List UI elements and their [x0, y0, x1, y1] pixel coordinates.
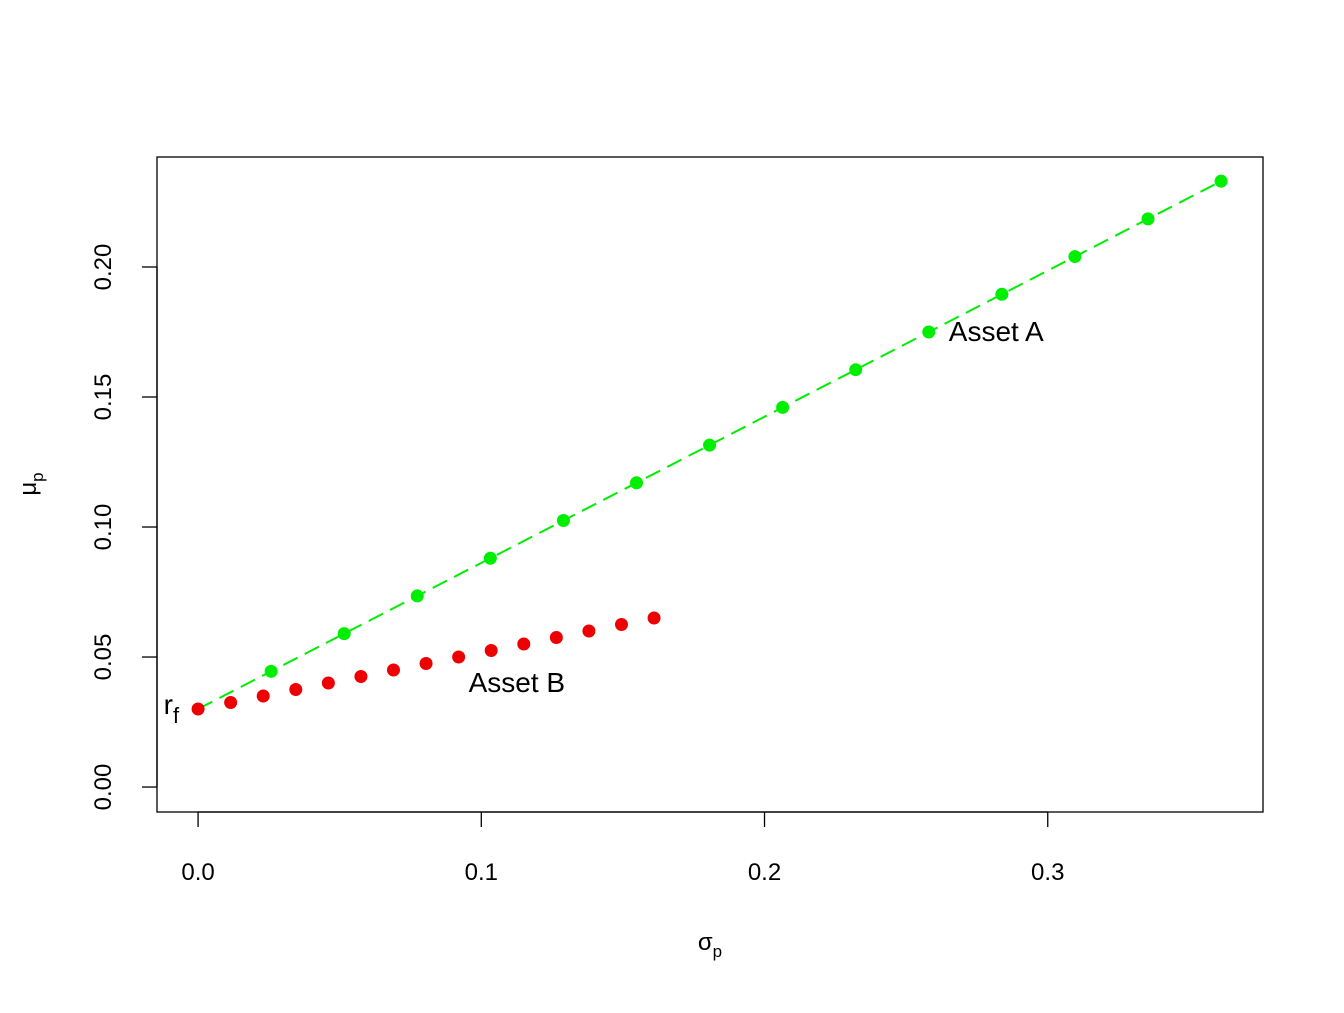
- data-point: [517, 637, 531, 651]
- data-point: [995, 287, 1009, 301]
- y-axis: 0.00 0.05 0.10 0.15 0.20: [90, 244, 158, 811]
- points: [191, 174, 1228, 716]
- annotation-text: Asset A: [949, 316, 1044, 347]
- data-point: [410, 589, 424, 603]
- data-point: [452, 650, 466, 664]
- y-tick-label: 0.15: [90, 374, 117, 421]
- data-point: [321, 676, 335, 690]
- annotation-text: Asset B: [469, 667, 565, 698]
- data-point: [630, 476, 644, 490]
- data-point: [849, 363, 863, 377]
- x-axis: 0.0 0.1 0.2 0.3: [181, 811, 1064, 886]
- data-point: [264, 664, 278, 678]
- annotation-text: r: [164, 689, 173, 720]
- x-tick-label: 0.3: [1031, 859, 1064, 886]
- data-point: [419, 657, 433, 671]
- data-point: [614, 618, 628, 632]
- annotations: Asset A Asset B rf: [164, 316, 1044, 728]
- y-tick-label: 0.20: [90, 244, 117, 291]
- x-tick-label: 0.0: [181, 859, 214, 886]
- data-point: [484, 644, 498, 658]
- data-point: [1214, 174, 1228, 188]
- data-point: [224, 696, 238, 710]
- annotation: Asset B: [469, 667, 565, 698]
- y-tick-label: 0.05: [90, 634, 117, 681]
- y-axis-label: μp: [15, 472, 47, 495]
- data-point: [556, 514, 570, 528]
- data-point: [1068, 250, 1082, 264]
- data-point: [337, 627, 351, 641]
- x-tick-label: 0.1: [465, 859, 498, 886]
- data-point: [354, 670, 368, 684]
- x-axis-label: σp: [698, 929, 722, 961]
- data-point: [1141, 212, 1155, 226]
- data-point: [582, 624, 596, 638]
- data-point: [647, 611, 661, 625]
- y-tick-label: 0.00: [90, 764, 117, 811]
- data-point: [191, 702, 205, 716]
- data-point: [549, 631, 563, 645]
- data-point: [256, 689, 270, 703]
- data-point: [703, 438, 717, 452]
- annotation: rf: [164, 689, 180, 728]
- data-point: [289, 683, 303, 697]
- annotation: Asset A: [949, 316, 1044, 347]
- data-point: [483, 551, 497, 565]
- data-point: [776, 400, 790, 414]
- data-point: [386, 663, 400, 677]
- data-point: [922, 325, 936, 339]
- plot-frame: [156, 156, 1264, 813]
- annotation-subscript: f: [173, 703, 180, 728]
- x-tick-label: 0.2: [748, 859, 781, 886]
- y-tick-label: 0.10: [90, 504, 117, 551]
